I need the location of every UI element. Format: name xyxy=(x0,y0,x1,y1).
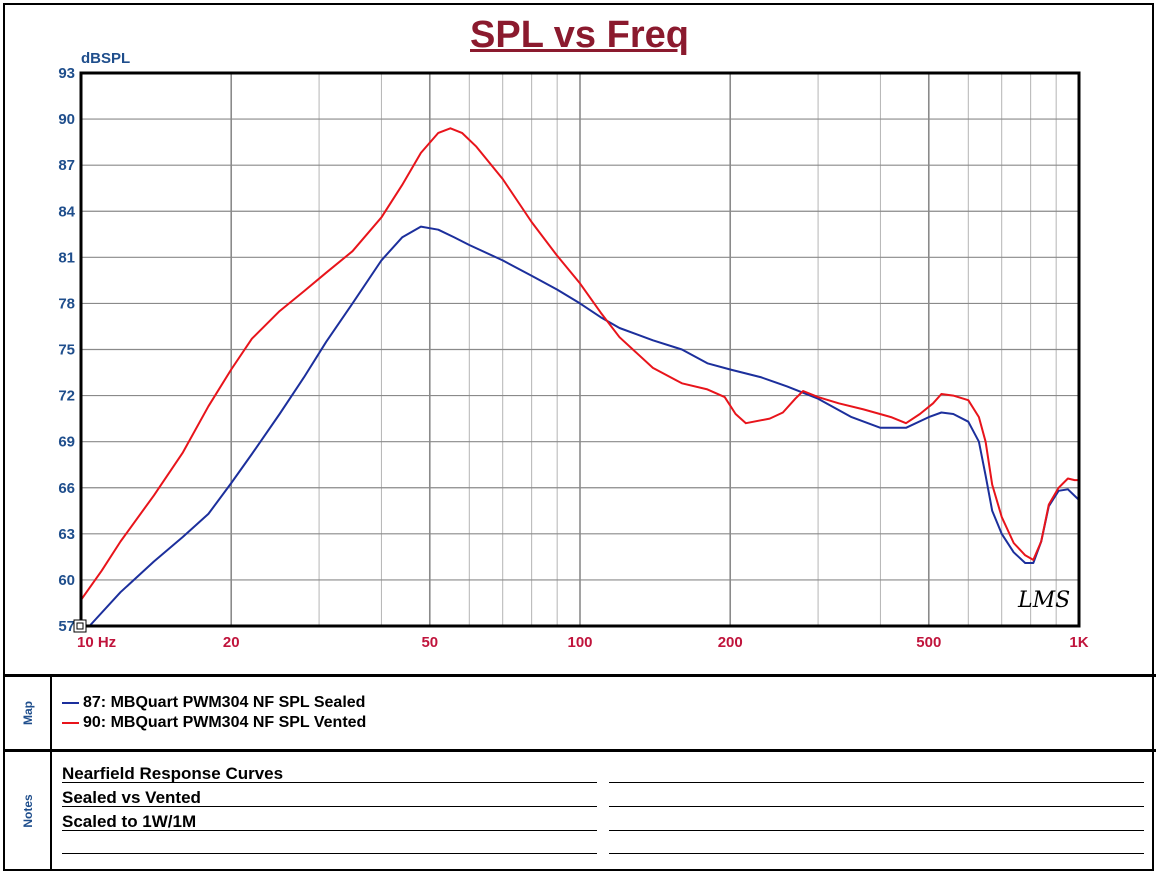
y-tick-label: 75 xyxy=(58,342,75,359)
lms-watermark-logo: LMS xyxy=(1018,588,1071,613)
cursor-marker-icon xyxy=(73,619,87,633)
y-tick-label: 90 xyxy=(58,111,75,128)
plot-border xyxy=(79,71,1081,628)
y-tick-label: 63 xyxy=(58,526,75,543)
chart-title: SPL vs Freq xyxy=(470,14,689,56)
y-tick-label: 66 xyxy=(58,480,75,497)
major-grid xyxy=(81,73,1079,626)
map-side-label: Map xyxy=(5,677,52,749)
page-frame xyxy=(3,3,1154,871)
legend-item-sealed: 87: MBQuart PWM304 NF SPL Sealed xyxy=(62,694,365,712)
series-line-sealed xyxy=(88,225,1080,627)
legend-swatch-vented xyxy=(62,722,79,724)
y-tick-label: 87 xyxy=(58,157,75,174)
note-rule xyxy=(609,782,1144,783)
spl-chart: 57 60 63 66 69 72 75 78 81 84 87 90 93 10 Hz 20 50 100 2… xyxy=(58,65,1089,651)
y-tick-label: 60 xyxy=(58,572,75,589)
x-tick-label: 10 Hz xyxy=(77,634,116,651)
y-tick-label: 72 xyxy=(58,388,75,405)
x-tick-label: 20 xyxy=(223,634,240,651)
map-section: Map 87: MBQuart PWM304 NF SPL Sealed 90:… xyxy=(5,674,1156,752)
series-line-vented xyxy=(80,127,1079,601)
note-rule xyxy=(62,853,597,854)
note-rule xyxy=(609,830,1144,831)
legend-label-vented: 90: MBQuart PWM304 NF SPL Vented xyxy=(83,714,367,731)
y-tick-label: 84 xyxy=(58,203,75,220)
y-tick-label: 78 xyxy=(58,295,75,312)
note-line-1: Nearfield Response Curves xyxy=(62,764,284,783)
note-line-2: Sealed vs Vented xyxy=(62,788,201,807)
legend-item-vented: 90: MBQuart PWM304 NF SPL Vented xyxy=(62,714,366,732)
note-line-3: Scaled to 1W/1M xyxy=(62,812,197,831)
y-tick-label: 81 xyxy=(58,249,75,266)
note-rule xyxy=(609,806,1144,807)
y-tick-labels: 57 60 63 66 69 72 75 78 81 84 87 90 93 xyxy=(58,65,75,635)
y-tick-label: 69 xyxy=(58,434,75,451)
notes-side-label: Notes xyxy=(5,752,52,869)
x-tick-label: 1K xyxy=(1069,634,1088,651)
x-tick-label: 100 xyxy=(567,634,592,651)
legend-label-sealed: 87: MBQuart PWM304 NF SPL Sealed xyxy=(83,694,366,711)
x-tick-label: 50 xyxy=(421,634,438,651)
notes-section: Notes Nearfield Response Curves Sealed v… xyxy=(5,752,1156,869)
legend-swatch-sealed xyxy=(62,702,79,704)
x-tick-labels: 10 Hz 20 50 100 200 500 1K xyxy=(77,634,1089,651)
note-rule xyxy=(62,782,597,783)
x-tick-label: 500 xyxy=(916,634,941,651)
x-tick-label: 200 xyxy=(718,634,743,651)
series-layer xyxy=(80,127,1080,627)
y-tick-label: 57 xyxy=(58,618,75,635)
y-tick-label: 93 xyxy=(58,65,75,82)
note-rule xyxy=(62,806,597,807)
y-axis-unit-label: dBSPL xyxy=(81,50,131,67)
note-rule xyxy=(62,830,597,831)
note-rule xyxy=(609,853,1144,854)
